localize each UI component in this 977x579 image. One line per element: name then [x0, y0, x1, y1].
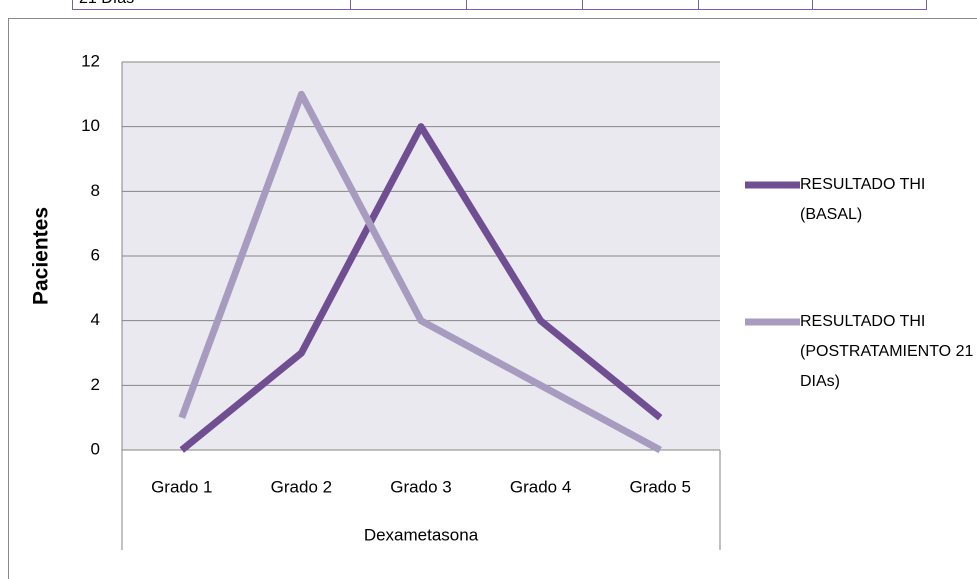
table-cell [812, 0, 927, 10]
x-tick-label: Grado 4 [510, 477, 571, 496]
y-tick-label: 12 [81, 51, 100, 70]
y-axis-label: Pacientes [30, 207, 53, 305]
x-tick-label: Grado 3 [390, 477, 451, 496]
y-tick-label: 2 [91, 375, 100, 394]
y-tick-label: 10 [81, 116, 100, 135]
legend-label: RESULTADO THI (POSTRATAMIENTO 21 DIAs) [800, 313, 974, 390]
y-tick-label: 0 [91, 439, 100, 458]
series-line [178, 90, 662, 454]
group-label: Dexametasona [364, 525, 479, 544]
legend-label: RESULTADO THI (BASAL) [800, 176, 926, 223]
y-tick-label: 6 [91, 245, 100, 264]
y-tick-label: 4 [91, 310, 100, 329]
x-tick-label: Grado 5 [629, 477, 690, 496]
x-tick-label: Grado 2 [271, 477, 332, 496]
x-tick-label: Grado 1 [151, 477, 212, 496]
chart-border [8, 18, 977, 579]
series-line [179, 123, 663, 453]
y-tick-label: 8 [91, 181, 100, 200]
